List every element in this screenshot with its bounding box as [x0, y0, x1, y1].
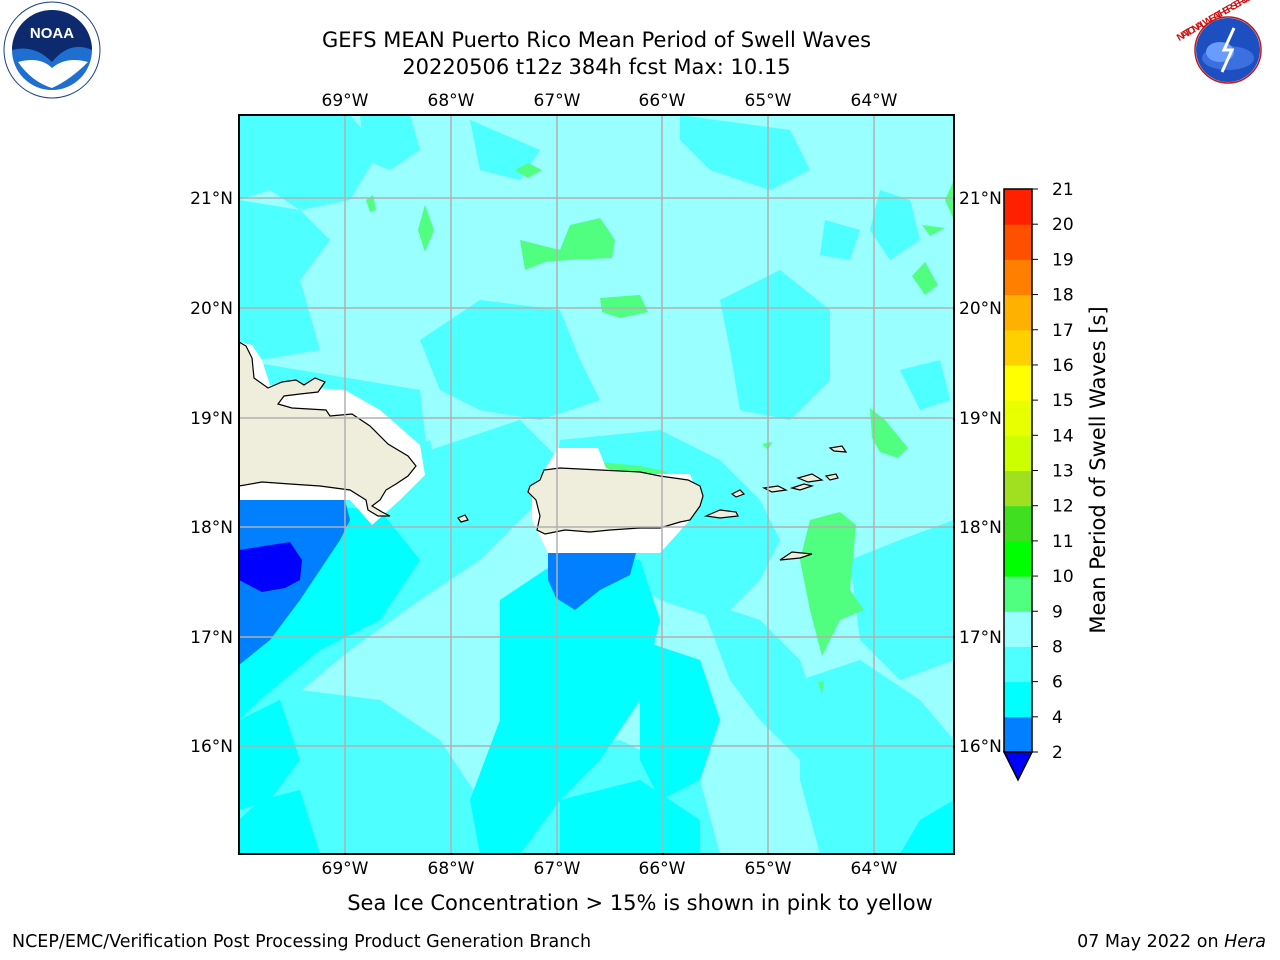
colorbar-tick-label: 19	[1052, 250, 1074, 270]
colorbar-segment	[1004, 611, 1032, 647]
colorbar-tick-label: 17	[1052, 321, 1074, 341]
lon-label: 65°W	[745, 91, 792, 111]
colorbar-tick-label: 21	[1052, 180, 1074, 200]
lon-label: 68°W	[428, 859, 475, 879]
colorbar-tick-label: 10	[1052, 567, 1074, 587]
lat-label: 20°N	[190, 299, 233, 319]
nws-logo: NATIONAL WEATHER SERVICE	[1176, 0, 1274, 96]
virgin-gorda	[824, 473, 839, 481]
colorbar-tick-label: 2	[1052, 743, 1063, 763]
lon-label: 69°W	[322, 91, 369, 111]
lon-label: 66°W	[639, 859, 686, 879]
lat-label: 18°N	[190, 518, 233, 538]
land-masses	[239, 341, 848, 561]
lon-label: 68°W	[428, 91, 475, 111]
lat-label: 19°N	[190, 409, 233, 429]
colorbar-tick-label: 20	[1052, 215, 1074, 235]
colorbar-segment	[1004, 540, 1032, 577]
lat-label: 20°N	[959, 299, 1002, 319]
colorbar-tick-label: 8	[1052, 637, 1063, 657]
st-john	[789, 483, 815, 491]
culebra	[730, 489, 746, 498]
colorbar-segment	[1004, 259, 1032, 296]
colorbar-tick-label: 13	[1052, 462, 1074, 482]
lon-label: 65°W	[745, 859, 792, 879]
sea-ice-note: Sea Ice Concentration > 15% is shown in …	[347, 891, 933, 915]
colorbar-segment	[1004, 224, 1032, 260]
st-thomas	[762, 485, 788, 493]
lat-label: 19°N	[959, 409, 1002, 429]
lon-labels-bottom: 69°W 68°W 67°W 66°W 65°W 64°W	[322, 859, 898, 879]
lat-label: 18°N	[959, 518, 1002, 538]
producer-credit: NCEP/EMC/Verification Post Processing Pr…	[12, 932, 592, 952]
st-croix	[779, 551, 813, 561]
gridlines	[239, 115, 954, 854]
vieques	[703, 509, 739, 519]
colorbar-extend-min	[1002, 751, 1034, 782]
swell-period-below-2	[239, 542, 302, 592]
host-name: Hera	[1224, 932, 1266, 952]
lon-label: 67°W	[534, 859, 581, 879]
colorbar-segment	[1004, 576, 1032, 612]
map-field	[239, 115, 954, 854]
lon-labels-top: 69°W 68°W 67°W 66°W 65°W 64°W	[322, 91, 898, 111]
lat-label: 21°N	[959, 189, 1002, 209]
colorbar-tick-label: 6	[1052, 673, 1063, 693]
map-subtitle: 20220506 t12z 384h fcst Max: 10.15	[402, 55, 791, 79]
anegada	[828, 445, 848, 453]
map-frame	[238, 114, 955, 855]
noaa-logo: NOAA	[3, 1, 101, 99]
colorbar-tick-label: 4	[1052, 708, 1063, 728]
colorbar-segment	[1004, 189, 1032, 225]
lat-label: 16°N	[959, 737, 1002, 757]
lat-label: 21°N	[190, 189, 233, 209]
lon-label: 64°W	[851, 859, 898, 879]
colorbar-segment	[1004, 400, 1032, 436]
lon-label: 66°W	[639, 91, 686, 111]
tortola	[796, 473, 824, 483]
colorbar-tick-label: 16	[1052, 356, 1074, 376]
colorbar-tick-label: 9	[1052, 602, 1063, 622]
colorbar-tick-label: 18	[1052, 286, 1074, 306]
colorbar-segment	[1004, 505, 1032, 542]
lat-label: 17°N	[959, 628, 1002, 648]
colorbar-segment	[1004, 470, 1032, 507]
lon-label: 67°W	[534, 91, 581, 111]
colorbar-tick-label: 15	[1052, 391, 1074, 411]
lon-label: 69°W	[322, 859, 369, 879]
colorbar-label: Mean Period of Swell Waves [s]	[1086, 306, 1110, 633]
colorbar-segment	[1004, 329, 1032, 366]
swell-period-9-10	[366, 163, 954, 694]
colorbar-tick-label: 12	[1052, 497, 1074, 517]
colorbar-segment	[1004, 294, 1032, 331]
colorbar-segment	[1004, 646, 1032, 683]
map-title: GEFS MEAN Puerto Rico Mean Period of Swe…	[321, 28, 872, 52]
colorbar-segment	[1004, 681, 1032, 718]
lat-labels-left: 21°N 20°N 19°N 18°N 17°N 16°N	[190, 189, 233, 757]
lat-label: 17°N	[190, 628, 233, 648]
mona-island	[457, 514, 469, 523]
colorbar-tick-label: 11	[1052, 532, 1074, 552]
colorbar-segment	[1004, 716, 1032, 753]
colorbar: 2 4 6 8 9 10 11 12 13 14 15 16 17 18 19 20 21	[1002, 180, 1074, 782]
colorbar-segment	[1004, 435, 1032, 471]
lat-labels-right: 21°N 20°N 19°N 18°N 17°N 16°N	[959, 189, 1002, 757]
run-date-credit: 07 May 2022 on Hera	[1077, 932, 1266, 952]
puerto-rico	[527, 467, 704, 535]
noaa-logo-text: NOAA	[30, 25, 74, 42]
colorbar-segment	[1004, 364, 1032, 401]
hispaniola	[239, 341, 417, 517]
run-date: 07 May 2022 on	[1077, 932, 1219, 952]
lat-label: 16°N	[190, 737, 233, 757]
lon-label: 64°W	[851, 91, 898, 111]
colorbar-tick-label: 14	[1052, 426, 1074, 446]
